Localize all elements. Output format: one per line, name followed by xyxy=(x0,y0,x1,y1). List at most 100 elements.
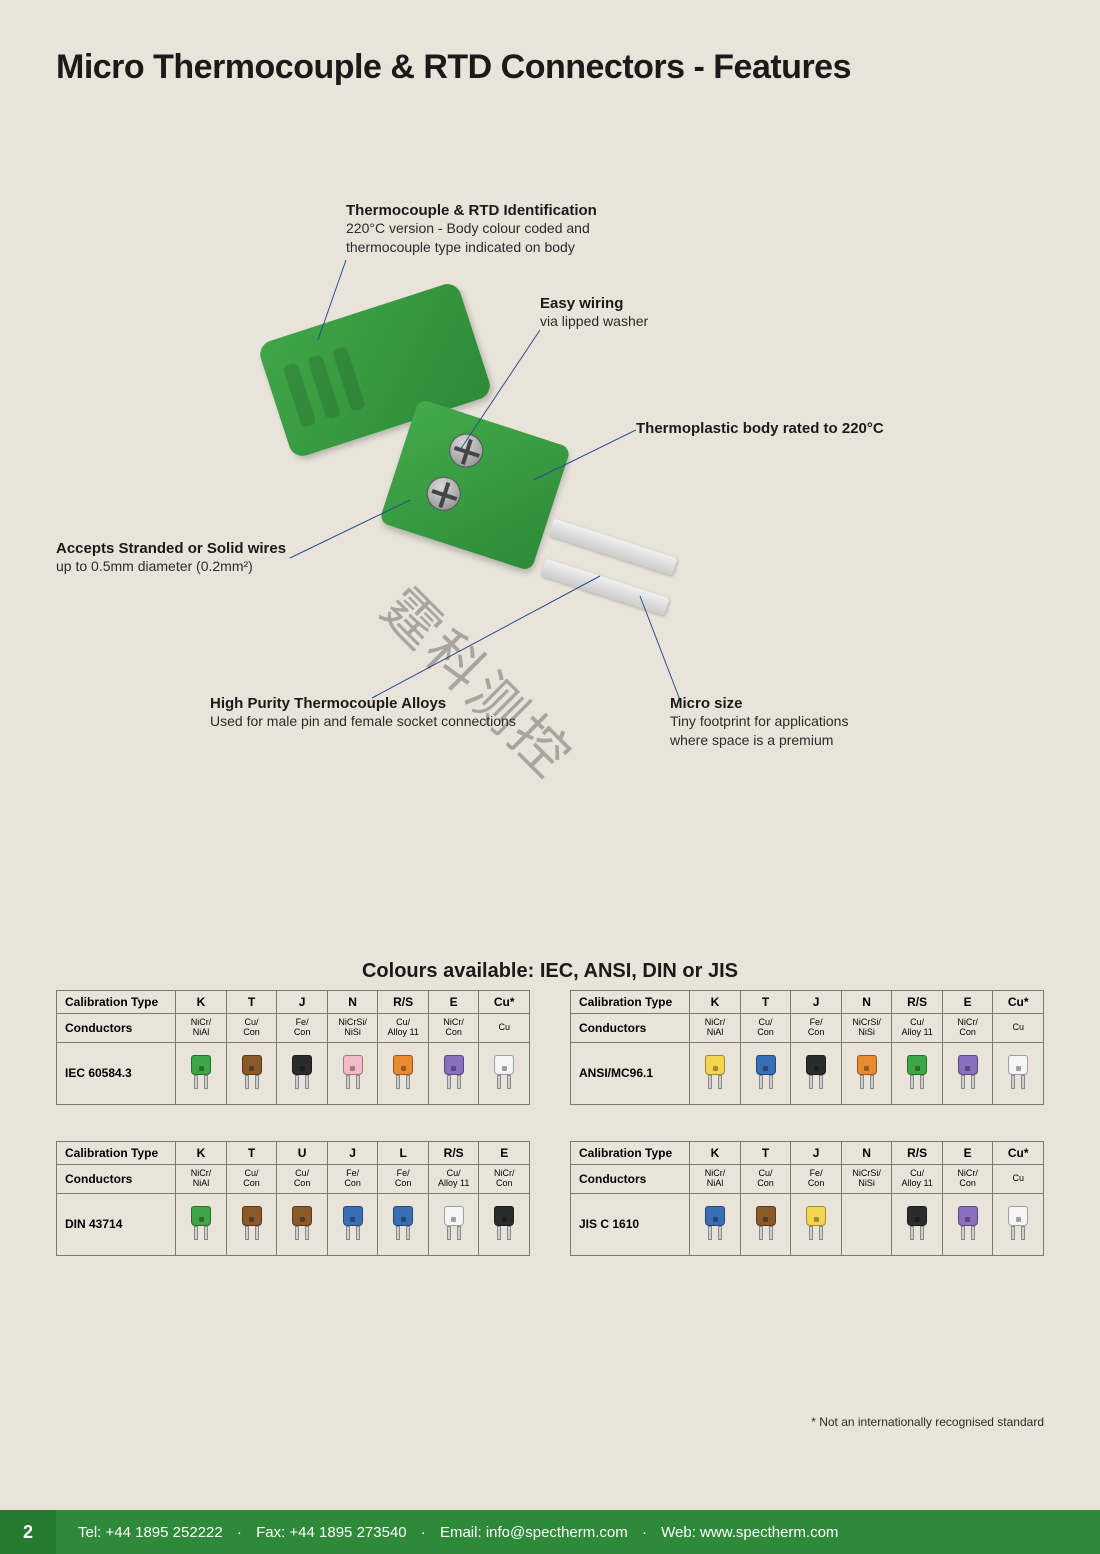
row-label-conductors: Conductors xyxy=(571,1014,690,1043)
callout-sub: via lipped washer xyxy=(540,312,648,331)
connector-icon xyxy=(292,1055,312,1089)
type-header: T xyxy=(226,1141,277,1164)
connector-swatch xyxy=(740,1042,791,1104)
connector-icon xyxy=(806,1055,826,1089)
type-header: E xyxy=(942,1141,993,1164)
calibration-table: Calibration TypeKTUJLR/SEConductorsNiCr/… xyxy=(56,1141,530,1256)
conductor-cell: NiCrSi/NiSi xyxy=(327,1014,378,1043)
connector-icon xyxy=(705,1055,725,1089)
callout-title: Micro size xyxy=(670,695,930,712)
type-header: N xyxy=(327,991,378,1014)
connector-icon xyxy=(343,1055,363,1089)
conductor-cell: Fe/Con xyxy=(327,1164,378,1193)
type-header: R/S xyxy=(892,1141,943,1164)
type-header: K xyxy=(176,1141,227,1164)
connector-icon xyxy=(1008,1055,1028,1089)
type-header: J xyxy=(327,1141,378,1164)
connector-icon xyxy=(191,1206,211,1240)
type-header: R/S xyxy=(428,1141,479,1164)
conductor-cell: NiCrSi/NiSi xyxy=(841,1164,892,1193)
conductor-cell: Cu/Con xyxy=(226,1164,277,1193)
page-footer: 2 Tel: +44 1895 252222 · Fax: +44 1895 2… xyxy=(0,1510,1100,1554)
footer-web: www.spectherm.com xyxy=(700,1524,838,1541)
row-label-conductors: Conductors xyxy=(571,1164,690,1193)
footer-email-label: Email: xyxy=(440,1524,482,1541)
connector-swatch xyxy=(791,1042,842,1104)
footer-contact: Tel: +44 1895 252222 · Fax: +44 1895 273… xyxy=(56,1524,838,1541)
type-header: J xyxy=(791,1141,842,1164)
type-header: E xyxy=(428,991,479,1014)
feature-diagram: Thermocouple & RTD Identification 220°C … xyxy=(0,140,1100,860)
colour-tables: Calibration TypeKTJNR/SECu*ConductorsNiC… xyxy=(56,990,1044,1256)
connector-icon xyxy=(444,1206,464,1240)
conductor-cell: Cu xyxy=(993,1014,1044,1043)
row-label-conductors: Conductors xyxy=(57,1014,176,1043)
footnote: * Not an internationally recognised stan… xyxy=(811,1415,1044,1429)
page-number: 2 xyxy=(0,1510,56,1554)
type-header: R/S xyxy=(892,991,943,1014)
type-header: K xyxy=(176,991,227,1014)
type-header: K xyxy=(690,1141,741,1164)
connector-icon xyxy=(292,1206,312,1240)
connector-icon xyxy=(756,1055,776,1089)
conductor-cell: NiCr/Con xyxy=(942,1164,993,1193)
callout-wiring: Easy wiring via lipped washer xyxy=(540,295,648,331)
connector-icon xyxy=(393,1055,413,1089)
conductor-cell: Cu/Alloy 11 xyxy=(428,1164,479,1193)
connector-icon xyxy=(242,1206,262,1240)
type-header: J xyxy=(791,991,842,1014)
connector-icon xyxy=(393,1206,413,1240)
connector-swatch xyxy=(277,1193,328,1255)
conductor-cell: Cu/Con xyxy=(740,1164,791,1193)
conductor-cell: NiCr/Con xyxy=(479,1164,530,1193)
connector-swatch xyxy=(841,1193,892,1255)
connector-icon xyxy=(958,1055,978,1089)
conductor-cell: NiCr/NiAl xyxy=(690,1164,741,1193)
type-header: R/S xyxy=(378,991,429,1014)
connector-icon xyxy=(494,1206,514,1240)
conductor-cell: Fe/Con xyxy=(791,1014,842,1043)
conductor-cell: NiCr/NiAl xyxy=(176,1014,227,1043)
callout-title: Easy wiring xyxy=(540,295,648,312)
connector-swatch xyxy=(479,1193,530,1255)
connector-swatch xyxy=(378,1193,429,1255)
connector-swatch xyxy=(942,1042,993,1104)
type-header: E xyxy=(479,1141,530,1164)
connector-base xyxy=(379,398,571,571)
conductor-cell: Cu/Alloy 11 xyxy=(892,1014,943,1043)
connector-icon xyxy=(242,1055,262,1089)
callout-sub: Tiny footprint for applicationswhere spa… xyxy=(670,712,930,750)
type-header: Cu* xyxy=(993,991,1044,1014)
connector-swatch xyxy=(327,1193,378,1255)
connector-icon xyxy=(1008,1206,1028,1240)
type-header: Cu* xyxy=(993,1141,1044,1164)
connector-swatch xyxy=(993,1042,1044,1104)
conductor-cell: Cu xyxy=(993,1164,1044,1193)
connector-icon xyxy=(191,1055,211,1089)
conductor-cell: Fe/Con xyxy=(277,1014,328,1043)
type-header: Cu* xyxy=(479,991,530,1014)
type-header: J xyxy=(277,991,328,1014)
callout-identification: Thermocouple & RTD Identification 220°C … xyxy=(346,202,746,257)
row-label-calibration: Calibration Type xyxy=(571,991,690,1014)
connector-swatch xyxy=(942,1193,993,1255)
page-title: Micro Thermocouple & RTD Connectors - Fe… xyxy=(56,48,851,87)
tables-heading: Colours available: IEC, ANSI, DIN or JIS xyxy=(0,960,1100,983)
conductor-cell: NiCr/Con xyxy=(428,1014,479,1043)
callout-title: Accepts Stranded or Solid wires xyxy=(56,540,316,557)
callout-title: Thermocouple & RTD Identification xyxy=(346,202,746,219)
connector-swatch xyxy=(176,1042,227,1104)
connector-icon xyxy=(705,1206,725,1240)
connector-swatch xyxy=(690,1193,741,1255)
conductor-cell: Cu/Con xyxy=(277,1164,328,1193)
connector-swatch xyxy=(892,1193,943,1255)
connector-icon xyxy=(343,1206,363,1240)
type-header: T xyxy=(740,991,791,1014)
connector-swatch xyxy=(479,1042,530,1104)
connector-icon xyxy=(907,1206,927,1240)
type-header: E xyxy=(942,991,993,1014)
footer-tel-label: Tel: xyxy=(78,1524,101,1541)
standard-name: ANSI/MC96.1 xyxy=(571,1042,690,1104)
type-header: L xyxy=(378,1141,429,1164)
conductor-cell: NiCr/NiAl xyxy=(176,1164,227,1193)
